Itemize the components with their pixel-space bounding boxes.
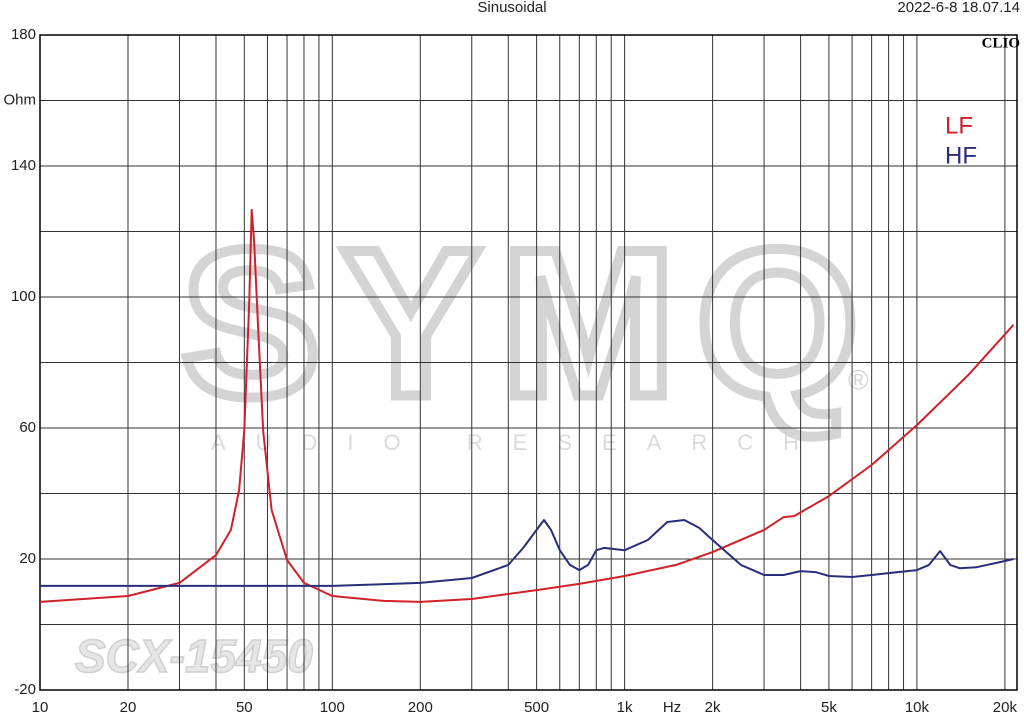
watermark-model: SCX-15450 (75, 630, 313, 682)
legend-entry: HF (945, 142, 977, 169)
x-tick-label: 100 (320, 699, 345, 716)
timestamp: 2022-6-8 18.07.14 (897, 0, 1020, 16)
x-tick-label: 50 (236, 699, 253, 716)
y-tick-label: 100 (11, 288, 36, 305)
y-tick-label: 180 (11, 26, 36, 43)
x-tick-label: 20k (993, 699, 1018, 716)
x-tick-label: 2k (705, 699, 721, 716)
watermark-logo: SYMQ (181, 205, 879, 440)
x-tick-label: 500 (524, 699, 549, 716)
x-tick-label: 5k (821, 699, 837, 716)
chart-title: Sinusoidal (477, 0, 546, 16)
series-line (39, 208, 1015, 603)
x-tick-label: 10k (905, 699, 930, 716)
watermark-registered: ® (848, 364, 869, 395)
series-line (40, 519, 1014, 587)
y-tick-label: 60 (19, 419, 36, 436)
y-tick-label: -20 (14, 681, 36, 698)
x-tick-label: 1k (617, 699, 633, 716)
legend-entry: LF (945, 112, 973, 139)
watermark-tagline: AUDIO RESEARCH (211, 430, 829, 455)
x-axis-label: Hz (663, 699, 681, 716)
x-tick-label: 10 (32, 699, 49, 716)
y-tick-label: Ohm (3, 91, 36, 108)
x-tick-label: 200 (408, 699, 433, 716)
x-tick-label: 20 (120, 699, 137, 716)
y-tick-label: 140 (11, 157, 36, 174)
plot-border (39, 34, 1018, 691)
y-tick-label: 20 (19, 550, 36, 567)
brand: CLIO (982, 35, 1020, 51)
